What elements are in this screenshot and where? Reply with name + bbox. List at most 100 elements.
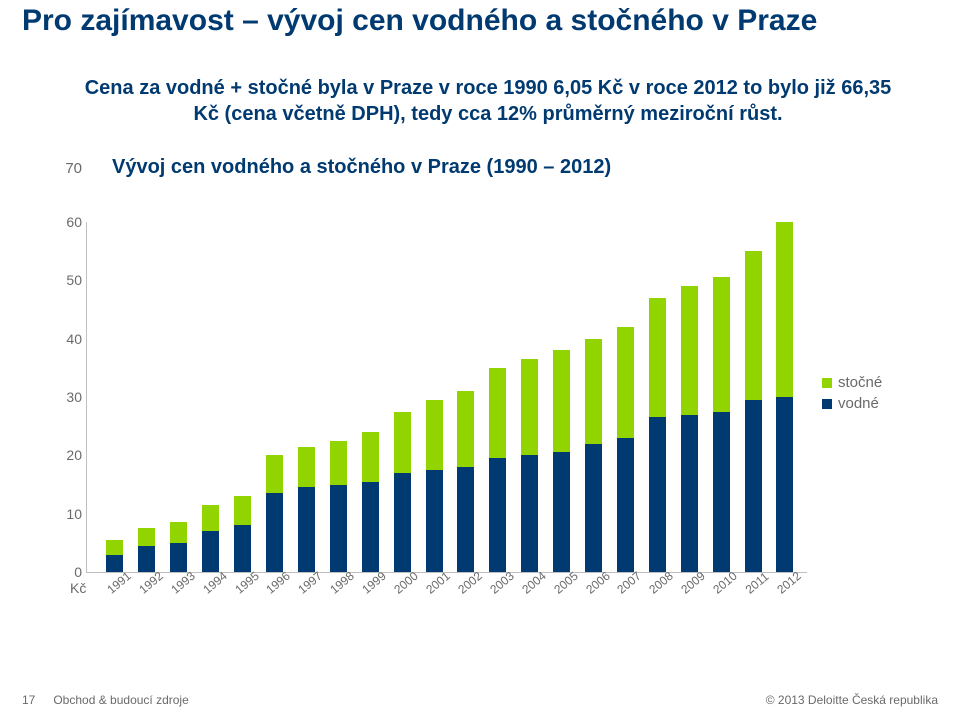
x-tick-label: 1997 — [296, 569, 325, 597]
slide: Pro zajímavost – vývoj cen vodného a sto… — [0, 0, 960, 719]
bar-segment-vodne — [617, 438, 634, 572]
x-tick-label: 2009 — [679, 569, 708, 597]
bar-group: 1991199219931994199519961997199819992000… — [87, 222, 807, 572]
footer: 17 Obchod & budoucí zdroje © 2013 Deloit… — [0, 679, 960, 719]
bar-slot: 1996 — [259, 222, 291, 572]
footer-section: Obchod & budoucí zdroje — [53, 693, 188, 707]
bar-segment-vodne — [649, 417, 666, 572]
bar-segment-stocne — [106, 540, 123, 555]
legend-item-stocne: stočné — [822, 374, 932, 391]
bar-slot: 2002 — [450, 222, 482, 572]
y-axis-ticks: 0102030405060 — [52, 222, 82, 572]
bar — [426, 400, 443, 572]
bar — [457, 391, 474, 572]
footer-copyright: © 2013 Deloitte Česká republika — [766, 693, 938, 707]
bar-segment-vodne — [170, 543, 187, 572]
bar-segment-stocne — [234, 496, 251, 525]
y-tick-label: 50 — [52, 272, 82, 288]
bar-segment-vodne — [234, 525, 251, 572]
bar — [553, 350, 570, 572]
bar-segment-vodne — [426, 470, 443, 572]
bar — [330, 441, 347, 572]
bar-slot: 1994 — [195, 222, 227, 572]
x-tick-label: 2010 — [710, 569, 739, 597]
y-tick-label: 10 — [52, 506, 82, 522]
bar — [170, 522, 187, 572]
bar-segment-stocne — [489, 368, 506, 458]
bar — [681, 286, 698, 572]
x-tick-label: 2008 — [647, 569, 676, 597]
bar — [298, 447, 315, 572]
bar-segment-stocne — [202, 505, 219, 531]
bar-segment-stocne — [298, 447, 315, 488]
y-tick-label: 60 — [52, 214, 82, 230]
bar — [521, 359, 538, 572]
legend: stočné vodné — [822, 370, 932, 416]
x-tick-label: 2004 — [519, 569, 548, 597]
chart-container: 70 Vývoj cen vodného a stočného v Praze … — [52, 160, 932, 630]
bar — [266, 455, 283, 572]
bar-slot: 2004 — [514, 222, 546, 572]
bar-slot: 2011 — [737, 222, 769, 572]
bar — [585, 339, 602, 572]
bar-slot: 1993 — [163, 222, 195, 572]
bar-segment-vodne — [745, 400, 762, 572]
bar-slot: 2008 — [641, 222, 673, 572]
bar-segment-vodne — [202, 531, 219, 572]
bar-slot: 1997 — [290, 222, 322, 572]
bar-segment-stocne — [553, 350, 570, 452]
bar-segment-stocne — [745, 251, 762, 400]
bar-segment-vodne — [362, 482, 379, 572]
x-tick-label: 2002 — [455, 569, 484, 597]
bar-slot: 2007 — [610, 222, 642, 572]
bar-slot: 1999 — [354, 222, 386, 572]
x-tick-label: 1992 — [136, 569, 165, 597]
bar-segment-stocne — [266, 455, 283, 493]
y-axis-label: Kč — [70, 580, 86, 596]
bar-segment-vodne — [776, 397, 793, 572]
bar-segment-stocne — [394, 412, 411, 473]
bar — [138, 528, 155, 572]
bar-segment-stocne — [713, 277, 730, 411]
bar — [489, 368, 506, 572]
plot-area: 1991199219931994199519961997199819992000… — [86, 222, 807, 573]
x-tick-label: 1999 — [360, 569, 389, 597]
bar-slot: 2005 — [546, 222, 578, 572]
bar — [202, 505, 219, 572]
bar-segment-stocne — [362, 432, 379, 482]
chart-title: Vývoj cen vodného a stočného v Praze (19… — [112, 156, 611, 179]
bar — [362, 432, 379, 572]
bar-segment-vodne — [298, 487, 315, 572]
bar-segment-stocne — [617, 327, 634, 438]
bar-segment-stocne — [649, 298, 666, 418]
bar-segment-vodne — [266, 493, 283, 572]
bar-segment-stocne — [585, 339, 602, 444]
x-tick-label: 1991 — [104, 569, 133, 597]
legend-label: vodné — [838, 395, 879, 412]
y-tick-label: 20 — [52, 447, 82, 463]
legend-item-vodne: vodné — [822, 395, 932, 412]
bar — [394, 412, 411, 572]
bar-slot: 1991 — [99, 222, 131, 572]
x-tick-label: 1993 — [168, 569, 197, 597]
bar-segment-vodne — [138, 546, 155, 572]
bar — [617, 327, 634, 572]
bar-segment-stocne — [170, 522, 187, 542]
y-tick-label: 0 — [52, 564, 82, 580]
legend-swatch-vodne — [822, 399, 832, 409]
bar-slot: 1992 — [131, 222, 163, 572]
x-tick-label: 1998 — [328, 569, 357, 597]
bar-slot: 1995 — [227, 222, 259, 572]
bar — [713, 277, 730, 572]
bar-slot: 2010 — [705, 222, 737, 572]
bar-slot: 1998 — [322, 222, 354, 572]
bar-slot: 2006 — [578, 222, 610, 572]
bar-segment-stocne — [330, 441, 347, 485]
page-title: Pro zajímavost – vývoj cen vodného a sto… — [22, 4, 817, 38]
bar-segment-vodne — [394, 473, 411, 572]
bar-segment-stocne — [521, 359, 538, 455]
legend-swatch-stocne — [822, 378, 832, 388]
x-tick-label: 2003 — [487, 569, 516, 597]
bar-segment-stocne — [681, 286, 698, 414]
bar — [776, 222, 793, 572]
